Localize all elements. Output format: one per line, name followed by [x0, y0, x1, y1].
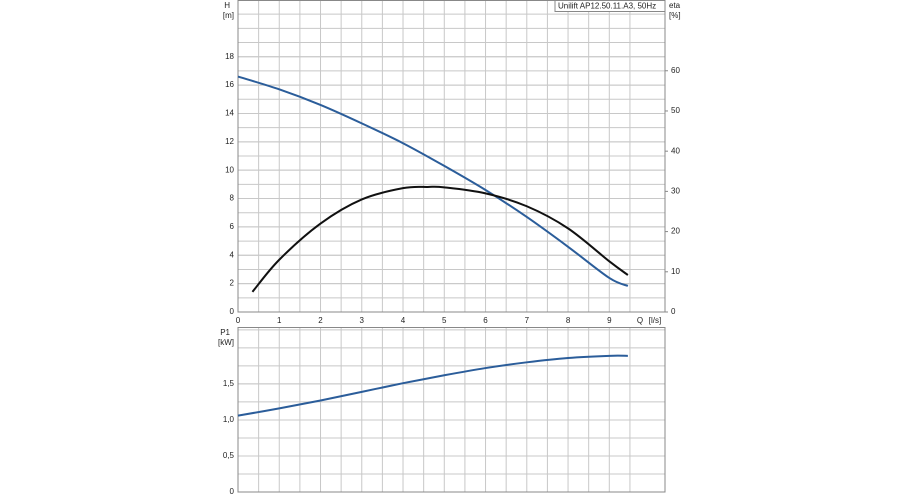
- curve: [237, 75, 629, 287]
- x-tick-label: 1: [277, 316, 282, 325]
- y-axis-label: P1: [220, 328, 230, 337]
- x-tick-label: 3: [360, 316, 365, 325]
- y2-tick-label: 40: [671, 146, 680, 155]
- x-tick-label: 9: [607, 316, 612, 325]
- y-axis-unit: [m]: [223, 11, 234, 20]
- y-tick-label: 6: [230, 222, 235, 231]
- y-tick-label: 16: [225, 80, 234, 89]
- y2-tick-label: 20: [671, 227, 680, 236]
- y2-tick-label: 60: [671, 66, 680, 75]
- plot-frame: [237, 327, 666, 493]
- y2-axis-unit: [%]: [669, 11, 681, 20]
- y-tick-label: 12: [225, 137, 234, 146]
- y-tick-label: 0: [230, 307, 235, 316]
- curve: [251, 185, 629, 293]
- title-box: [554, 0, 666, 12]
- plot-frame: [237, 0, 666, 313]
- x-axis-unit: [l/s]: [649, 316, 661, 325]
- x-tick-label: 5: [442, 316, 447, 325]
- y2-tick-label: 10: [671, 267, 680, 276]
- curve: [237, 354, 628, 417]
- chart-title: Unilift AP12.50.11.A3, 50Hz: [558, 2, 656, 11]
- y-tick-label: 0,5: [223, 451, 235, 460]
- x-tick-label: 6: [483, 316, 488, 325]
- y-axis-unit: [kW]: [218, 338, 234, 347]
- y-tick-label: 0: [230, 487, 235, 496]
- y-tick-label: 1,5: [223, 379, 235, 388]
- x-axis-label: Q: [637, 316, 643, 325]
- x-tick-label: 0: [236, 316, 241, 325]
- x-tick-label: 8: [566, 316, 571, 325]
- y-tick-label: 2: [230, 279, 235, 288]
- y-tick-label: 18: [225, 52, 234, 61]
- y-tick-label: 1,0: [223, 415, 235, 424]
- y-axis-label: H: [224, 1, 230, 10]
- y2-tick-label: 50: [671, 106, 680, 115]
- x-tick-label: 7: [525, 316, 530, 325]
- y-tick-label: 8: [230, 194, 235, 203]
- y-tick-label: 14: [225, 109, 234, 118]
- y2-axis-label: eta: [669, 1, 681, 10]
- x-tick-label: 2: [318, 316, 323, 325]
- y-tick-label: 4: [230, 250, 235, 259]
- x-tick-label: 4: [401, 316, 406, 325]
- y-tick-label: 10: [225, 165, 234, 174]
- y2-tick-label: 0: [671, 307, 676, 316]
- y2-tick-label: 30: [671, 186, 680, 195]
